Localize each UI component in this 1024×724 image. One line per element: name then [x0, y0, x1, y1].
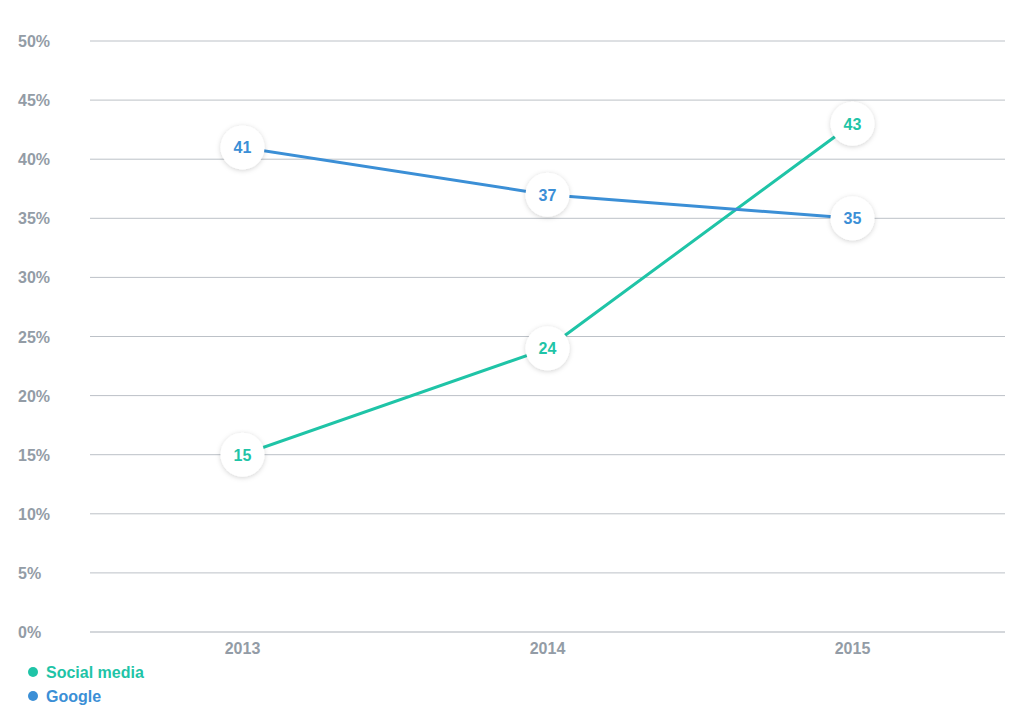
y-axis: 0% 5% 10% 15% 20% 25% 30% 35% 40% 45% 50%	[18, 33, 1005, 641]
point-marker	[221, 433, 265, 477]
y-tick-label: 45%	[18, 92, 50, 109]
grid-line	[90, 632, 1005, 633]
data-label: 24	[539, 340, 557, 357]
x-tick-label: 2013	[225, 640, 261, 657]
data-label: 35	[844, 210, 862, 227]
y-tick-label: 20%	[18, 388, 50, 405]
y-tick-label: 15%	[18, 447, 50, 464]
series-line	[243, 124, 853, 455]
grid-line	[90, 277, 1005, 278]
legend-label: Social media	[46, 664, 144, 681]
y-tick-label: 10%	[18, 506, 50, 523]
point-marker	[831, 196, 875, 240]
plot-area	[221, 102, 875, 477]
grid-line	[90, 100, 1005, 101]
y-tick-label: 50%	[18, 33, 50, 50]
grid-line	[90, 395, 1005, 396]
y-tick-label: 0%	[18, 624, 41, 641]
legend-swatch	[28, 667, 38, 677]
legend-label: Google	[46, 688, 101, 705]
grid-line	[90, 572, 1005, 573]
y-tick-label: 30%	[18, 269, 50, 286]
legend-swatch	[28, 691, 38, 701]
data-label: 43	[844, 116, 862, 133]
data-label: 15	[234, 447, 252, 464]
y-tick-label: 25%	[18, 329, 50, 346]
data-label: 37	[539, 187, 557, 204]
grid-line	[90, 41, 1005, 42]
data-labels: 15 24 43 41 37 35	[234, 116, 862, 464]
point-marker	[831, 102, 875, 146]
point-marker	[526, 326, 570, 370]
y-tick-label: 35%	[18, 210, 50, 227]
series-line	[243, 147, 853, 218]
y-tick-label: 40%	[18, 151, 50, 168]
y-tick-label: 5%	[18, 565, 41, 582]
x-axis: 2013 2014 2015	[225, 640, 871, 657]
point-marker	[221, 125, 265, 169]
data-label: 41	[234, 139, 252, 156]
chart-container: 0%5%10%15%20%25%30%35%40%45%50%201320142…	[0, 0, 1024, 724]
point-marker	[526, 173, 570, 217]
legend: Social media Google	[28, 664, 144, 705]
x-tick-label: 2014	[530, 640, 566, 657]
x-tick-label: 2015	[835, 640, 871, 657]
grid-line	[90, 513, 1005, 514]
chart-svg: 0%5%10%15%20%25%30%35%40%45%50%201320142…	[0, 0, 1024, 724]
